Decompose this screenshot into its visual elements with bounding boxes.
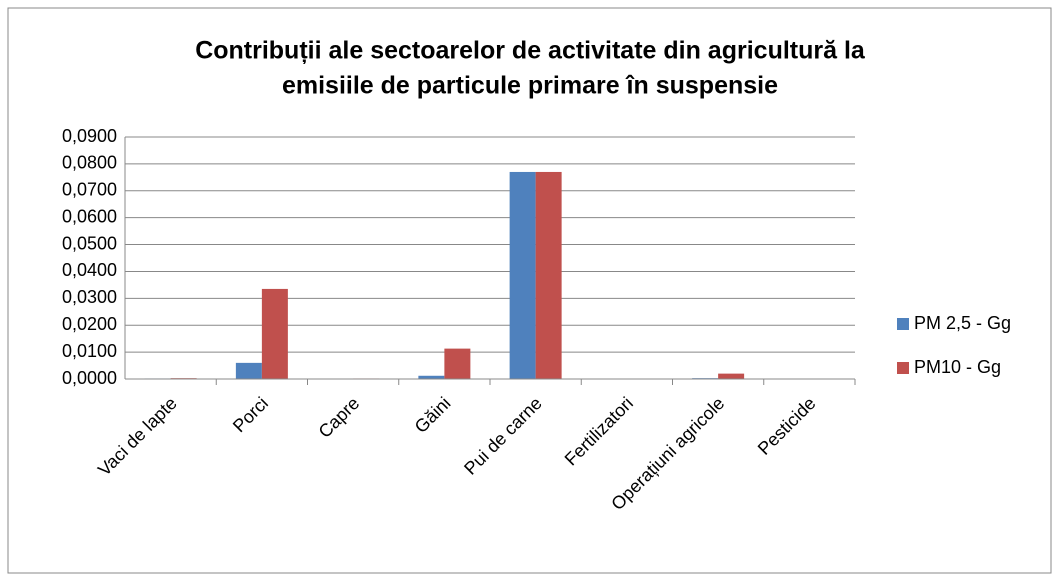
bar <box>235 362 262 379</box>
y-tick-label: 0,0600 <box>62 206 117 226</box>
legend-label: PM 2,5 - Gg <box>914 313 1011 333</box>
bar <box>444 348 471 379</box>
chart-title: Contribuții ale sectoarelor de activitat… <box>195 37 866 65</box>
legend-swatch <box>897 318 909 330</box>
y-tick-label: 0,0400 <box>62 260 117 280</box>
bar <box>261 288 288 379</box>
y-tick-label: 0,0700 <box>62 180 117 200</box>
y-tick-label: 0,0000 <box>62 368 117 388</box>
y-tick-label: 0,0800 <box>62 153 117 173</box>
legend-swatch <box>897 362 909 374</box>
bar <box>535 171 562 379</box>
bar <box>718 373 745 379</box>
y-tick-label: 0,0200 <box>62 314 117 334</box>
y-tick-label: 0,0300 <box>62 287 117 307</box>
chart-title: emisiile de particule primare în suspens… <box>282 72 778 100</box>
y-tick-label: 0,0500 <box>62 233 117 253</box>
bar <box>509 171 536 379</box>
bar <box>418 375 445 379</box>
y-tick-label: 0,0100 <box>62 341 117 361</box>
legend-label: PM10 - Gg <box>914 357 1001 377</box>
y-tick-label: 0,0900 <box>62 126 117 146</box>
